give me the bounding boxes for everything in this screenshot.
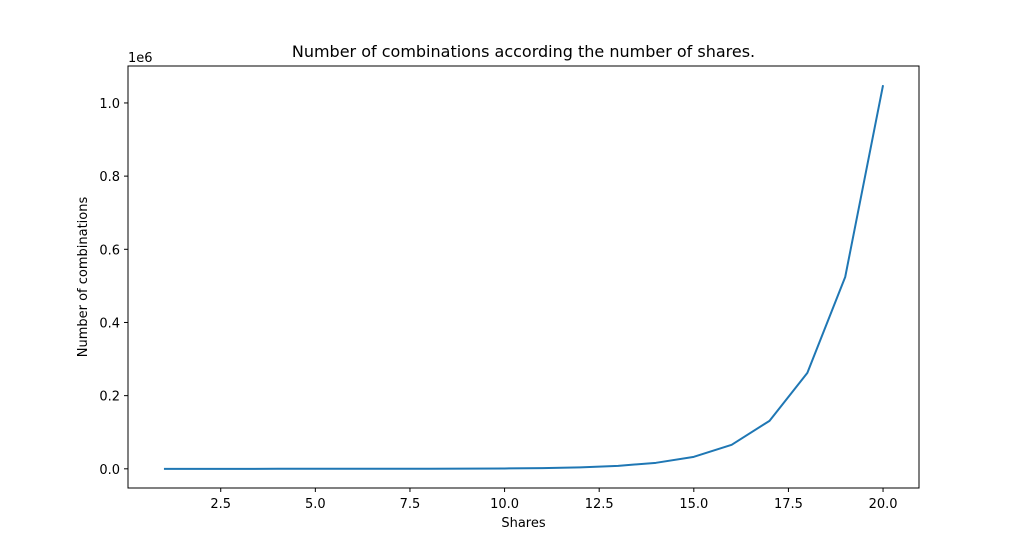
plot-area xyxy=(163,84,885,470)
chart-title: Number of combinations according the num… xyxy=(292,42,755,61)
x-tick-label: 20.0 xyxy=(869,497,898,512)
y-axis-label: Number of combinations xyxy=(76,197,91,358)
x-tick-label: 7.5 xyxy=(400,497,421,512)
y-tick-label: 0.8 xyxy=(99,170,120,185)
x-tick-label: 12.5 xyxy=(585,497,614,512)
x-tick-label: 15.0 xyxy=(679,497,708,512)
x-axis: 2.5 5.0 7.5 10.0 12.5 15.0 17.5 20.0 xyxy=(210,488,898,512)
y-tick-label: 0.6 xyxy=(99,243,120,258)
y-offset-label: 1e6 xyxy=(128,51,153,66)
y-tick-label: 1.0 xyxy=(99,97,120,112)
plot-frame xyxy=(127,65,920,489)
y-tick-label: 0.0 xyxy=(99,463,120,478)
y-tick-label: 0.2 xyxy=(99,390,120,405)
x-tick-label: 17.5 xyxy=(774,497,803,512)
x-tick-label: 5.0 xyxy=(305,497,326,512)
x-tick-label: 2.5 xyxy=(210,497,231,512)
y-tick-label: 0.4 xyxy=(99,316,120,331)
x-tick-label: 10.0 xyxy=(490,497,519,512)
x-axis-label: Shares xyxy=(501,516,546,531)
y-axis: 0.0 0.2 0.4 0.6 0.8 1.0 xyxy=(99,97,128,478)
series-line-1 xyxy=(163,84,885,470)
